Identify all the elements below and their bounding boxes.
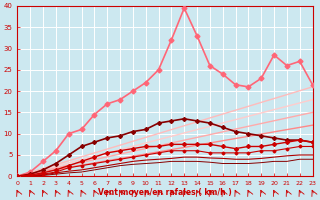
- X-axis label: Vent moyen/en rafales ( km/h ): Vent moyen/en rafales ( km/h ): [98, 188, 232, 197]
